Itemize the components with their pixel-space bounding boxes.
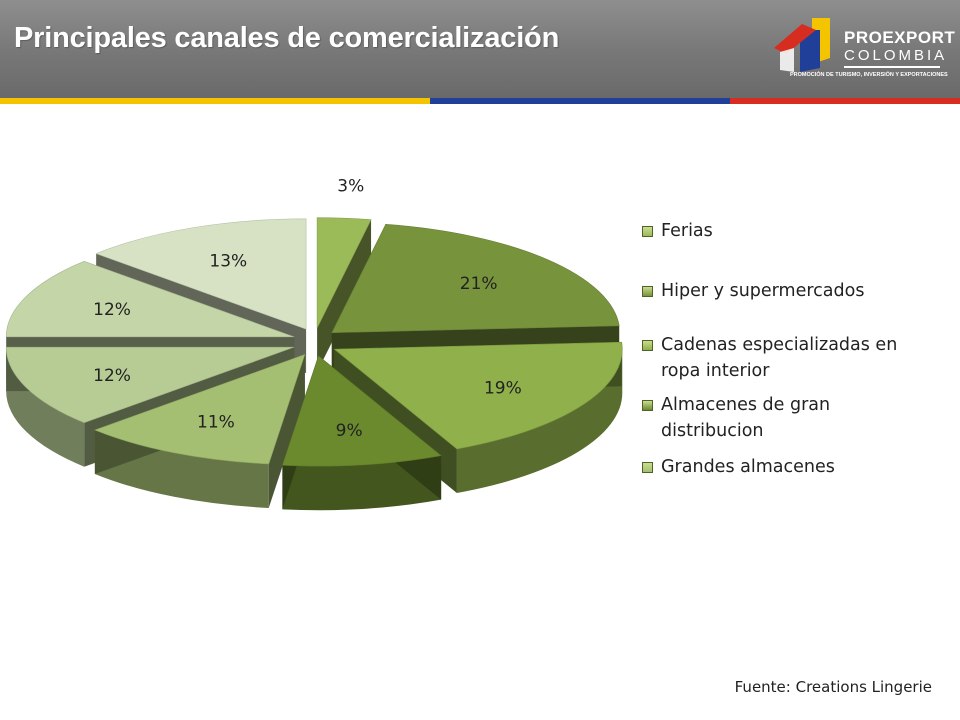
pie-data-label: 12%	[93, 366, 131, 386]
pie-data-label: 19%	[484, 378, 522, 398]
legend-label: Almacenes de gran distribucion	[661, 395, 831, 441]
pie-data-label: 21%	[460, 274, 498, 294]
pie-slice-4	[281, 355, 442, 511]
header-bar: Principales canales de comercialización …	[0, 0, 960, 98]
legend-swatch	[642, 400, 653, 411]
stripe-red	[730, 98, 960, 104]
legend-swatch	[642, 462, 653, 473]
pie-slice-1	[316, 217, 372, 373]
pie-data-label: 13%	[209, 251, 247, 271]
pie-data-label: 11%	[197, 412, 235, 432]
legend-label: Grandes almacenes	[661, 457, 835, 477]
pie-chart: 3% 21% 19% 9% 11% 12% 12% 13%	[5, 177, 623, 511]
stripe-yellow	[0, 98, 430, 104]
pie-data-label: 3%	[337, 177, 364, 197]
pie-data-label: 12%	[93, 300, 131, 320]
legend-label: Hiper y supermercados	[661, 281, 865, 301]
page-title: Principales canales de comercialización	[14, 22, 560, 54]
logo-name-line1: PROEXPORT	[844, 28, 956, 47]
legend-label: Ferias	[661, 221, 713, 241]
proexport-logo: PROEXPORT COLOMBIA PROMOCIÓN DE TURISMO,…	[772, 14, 955, 86]
legend-swatch	[642, 226, 653, 237]
logo-tagline: PROMOCIÓN DE TURISMO, INVERSIÓN Y EXPORT…	[790, 72, 948, 78]
logo-name-line2: COLOMBIA	[844, 47, 948, 64]
logo-divider	[844, 66, 940, 68]
source-note: Fuente: Creations Lingerie	[734, 678, 932, 696]
stripe-blue	[430, 98, 730, 104]
logo-house-icon	[774, 18, 830, 72]
legend-swatch	[642, 286, 653, 297]
pie-data-label: 9%	[336, 421, 363, 441]
legend-swatch	[642, 340, 653, 351]
pie-slice-5	[94, 353, 306, 508]
header-stripes	[0, 98, 960, 104]
legend-label: Cadenas especializadas en ropa interior	[661, 335, 898, 381]
